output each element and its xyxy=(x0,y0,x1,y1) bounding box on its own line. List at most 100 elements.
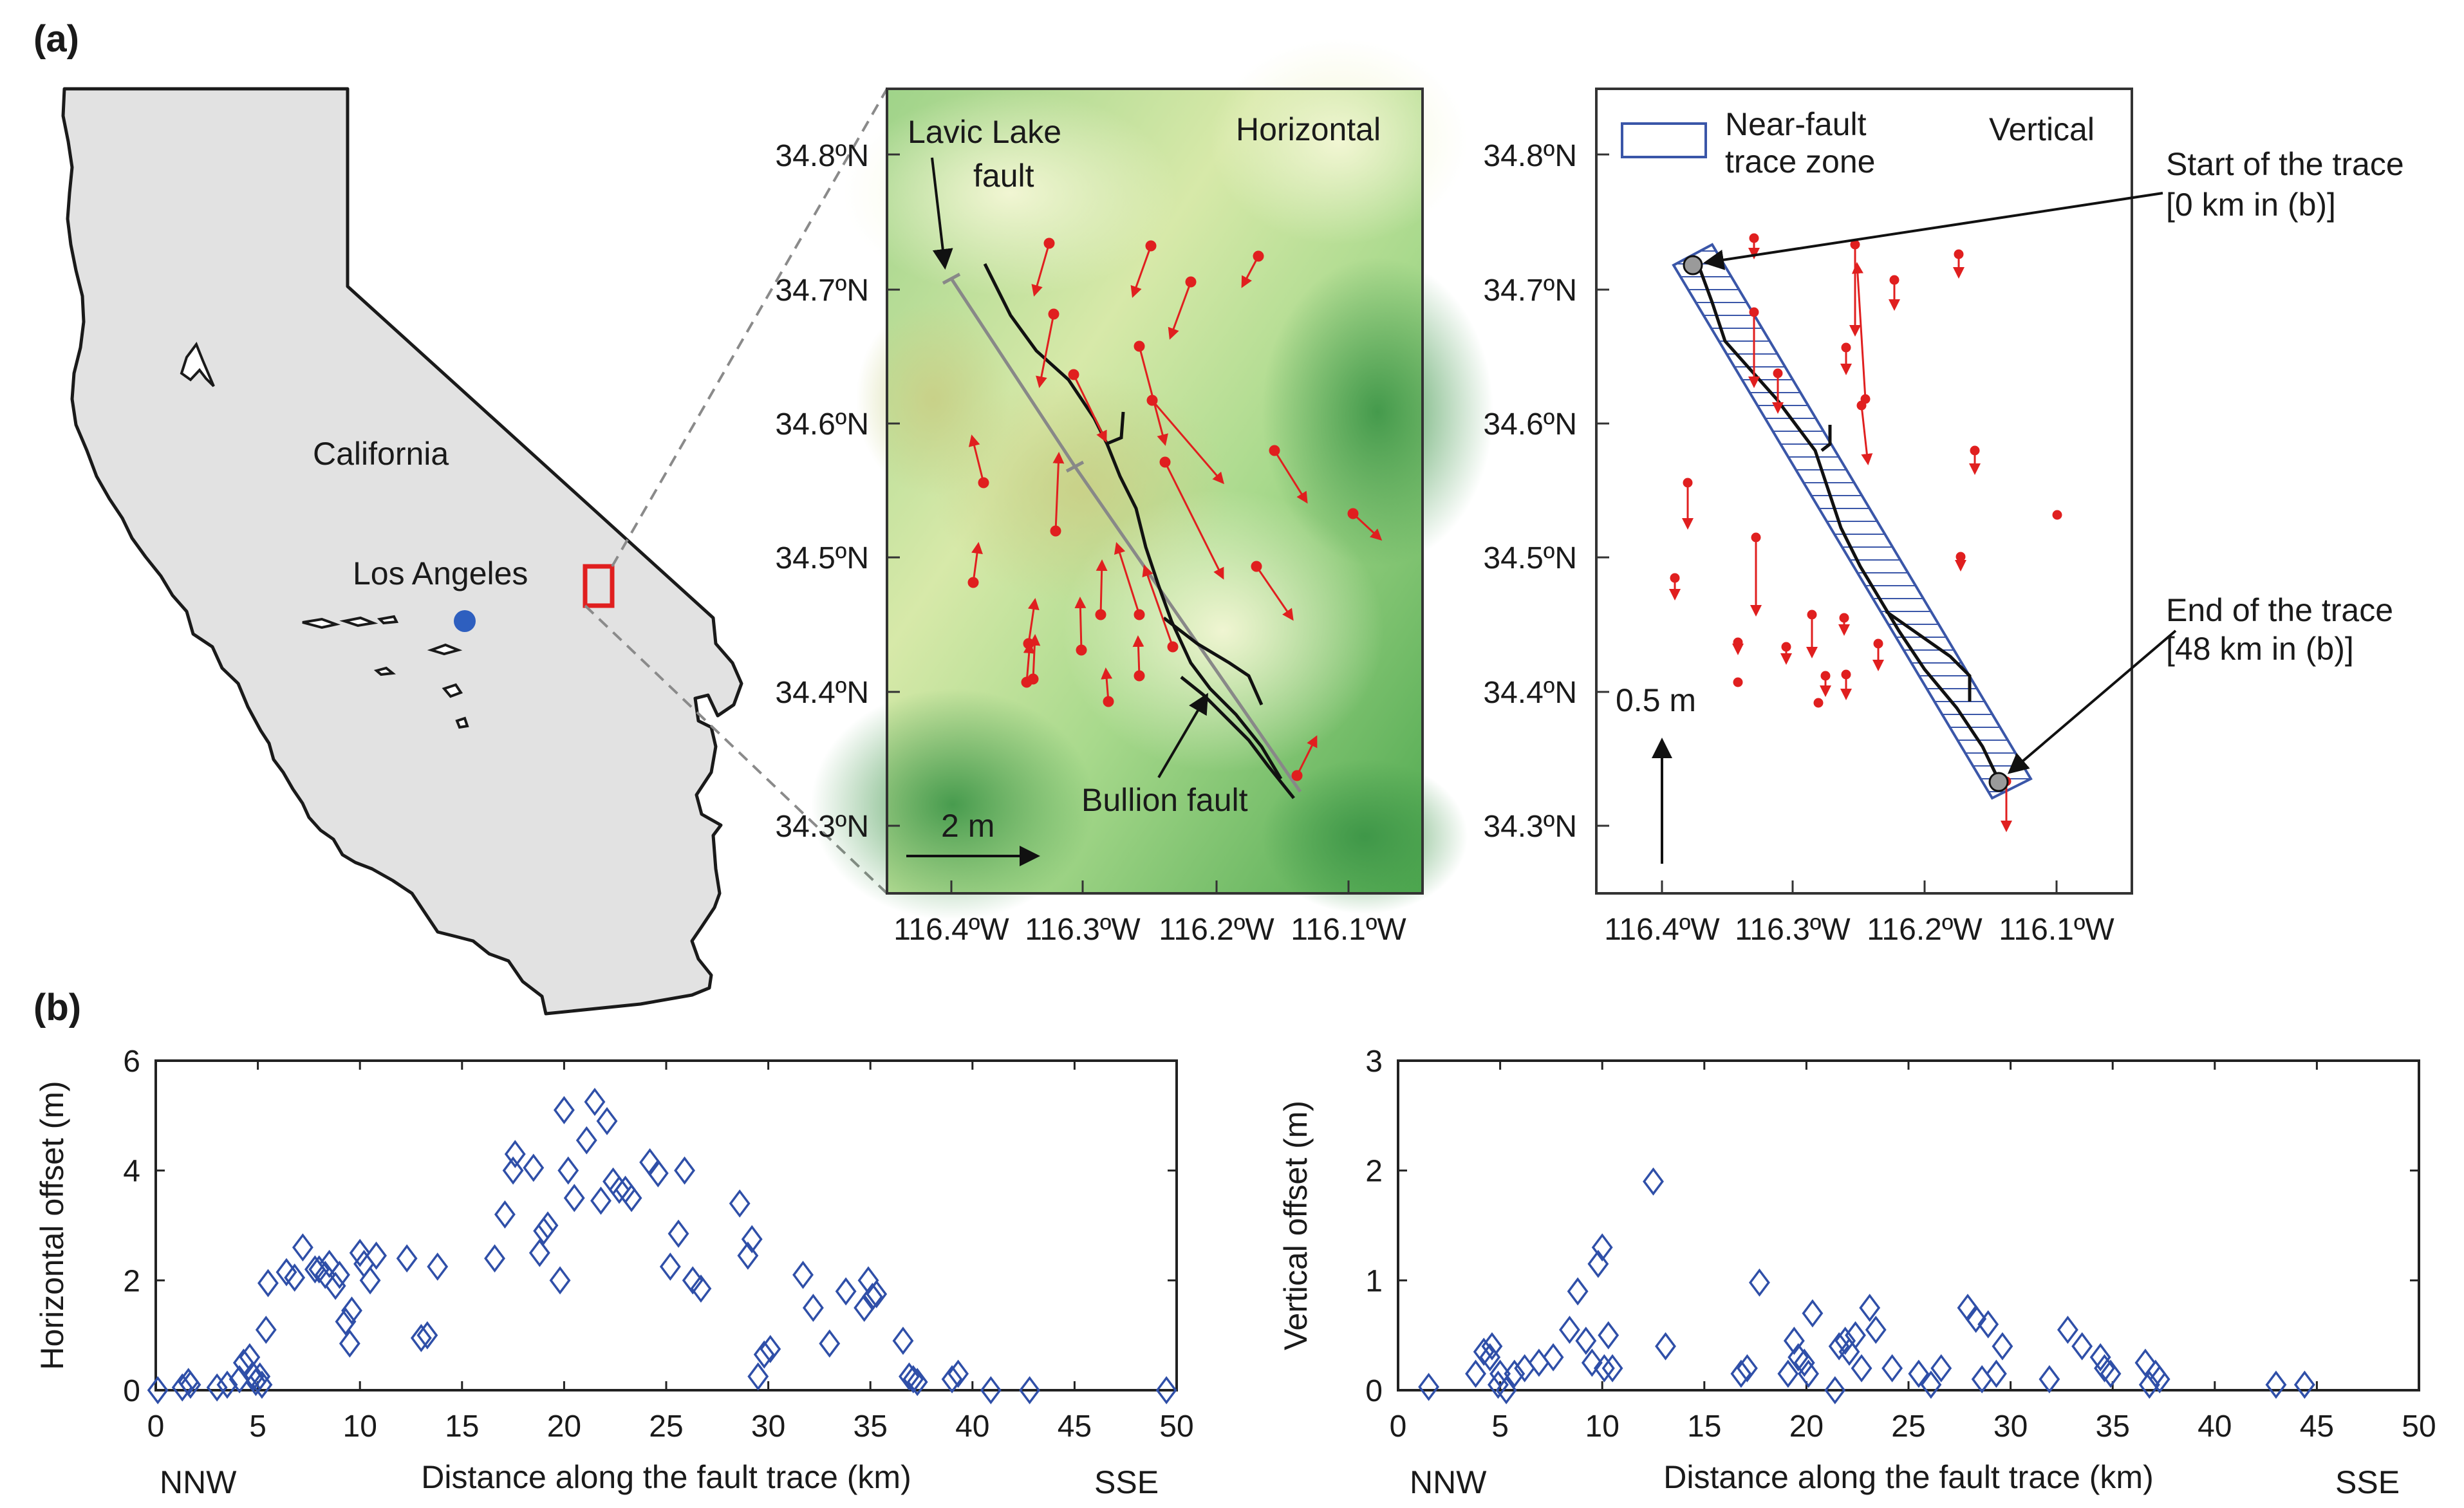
lat-tick-label: 34.7ºN xyxy=(775,274,869,308)
vertical-map: Vertical Near-fault trace zone xyxy=(1483,88,2404,947)
plot-frame xyxy=(154,1059,1178,1392)
x-axis-label: Distance along the fault trace (km) xyxy=(1663,1459,2153,1495)
data-point xyxy=(553,1095,575,1124)
data-point xyxy=(2138,1370,2160,1399)
data-point xyxy=(329,1260,350,1289)
data-point xyxy=(1845,1321,1866,1350)
x-tick-label: 10 xyxy=(1585,1410,1619,1444)
data-point xyxy=(1965,1305,1987,1333)
terrain-highland xyxy=(1062,489,1384,772)
lon-tick-label: 116.3ºW xyxy=(1735,913,1851,947)
study-area-box xyxy=(583,564,615,608)
lat-tick-label: 34.4ºN xyxy=(1483,676,1577,710)
data-point xyxy=(427,1252,449,1281)
data-point xyxy=(396,1244,418,1273)
data-point xyxy=(1798,1359,1820,1388)
data-point xyxy=(1881,1354,1903,1382)
data-point xyxy=(1481,1332,1503,1361)
panel-b-label: (b) xyxy=(33,987,81,1029)
displacement-vector xyxy=(1095,559,1108,620)
data-point xyxy=(494,1200,516,1229)
x-tick-label: 20 xyxy=(1789,1410,1824,1444)
data-point xyxy=(502,1156,524,1185)
terrain-lowland xyxy=(811,689,1094,920)
terrain-highland xyxy=(856,303,1011,496)
x-tick-label: 25 xyxy=(1891,1410,1925,1444)
horizontal-displacement-vectors xyxy=(967,237,1383,781)
horizontal-lat-ticks: 34.8ºN 34.7ºN 34.6ºN 34.5ºN 34.4ºN 34.3º… xyxy=(775,139,869,844)
displacement-vector xyxy=(1074,597,1087,656)
data-point xyxy=(621,1184,642,1213)
data-point xyxy=(308,1255,330,1284)
legend-swatch xyxy=(1621,122,1707,158)
y-tick-label: 2 xyxy=(1365,1155,1383,1189)
vertical-lat-ticks: 34.8ºN 34.7ºN 34.6ºN 34.5ºN 34.4ºN 34.3º… xyxy=(1483,139,1577,844)
start-pointer xyxy=(1703,192,2163,270)
displacement-vector xyxy=(1130,240,1157,298)
data-point xyxy=(947,1359,969,1388)
displacement-vector xyxy=(1732,637,1744,655)
plot-frame xyxy=(1397,1059,2420,1392)
data-point xyxy=(2265,1370,2287,1399)
vertical-offset-chart: 0 5 10 15 20 25 30 35 40 45 50 0 1 2 3 Distance along t… xyxy=(1278,1045,2436,1495)
reference-trace-tick xyxy=(1065,460,1085,473)
x-tick-label: 20 xyxy=(547,1410,581,1444)
bullion-fault-trace xyxy=(1162,617,1264,706)
data-point xyxy=(729,1189,751,1218)
data-point xyxy=(557,1156,579,1185)
data-point xyxy=(171,1373,193,1402)
x-tick-label: 5 xyxy=(1491,1410,1509,1444)
data-point xyxy=(1567,1277,1589,1306)
data-point xyxy=(206,1373,228,1402)
data-point xyxy=(941,1365,963,1393)
nnw-label-right: NNW xyxy=(1410,1464,1487,1500)
data-point xyxy=(245,1368,266,1397)
data-point xyxy=(596,1106,618,1135)
data-point xyxy=(1787,1343,1809,1372)
data-point xyxy=(741,1225,763,1254)
data-point xyxy=(1930,1354,1952,1382)
data-point xyxy=(1828,1332,1850,1361)
displacement-vector xyxy=(1969,445,1981,475)
displacement-vector xyxy=(1872,638,1884,671)
data-point xyxy=(1824,1376,1846,1404)
lon-tick-label: 116.2ºW xyxy=(1867,913,1983,947)
los-angeles-label: Los Angeles xyxy=(353,555,528,591)
x-tick-label: 35 xyxy=(2096,1410,2130,1444)
x-tick-label: 50 xyxy=(1159,1410,1193,1444)
california-label: California xyxy=(313,436,449,472)
vertical-map-frame xyxy=(1595,88,2133,895)
lat-tick-label: 34.7ºN xyxy=(1483,274,1577,308)
data-point xyxy=(410,1324,432,1352)
displacement-vector xyxy=(1682,478,1694,530)
data-point xyxy=(528,1238,550,1267)
lat-tick-label: 34.3ºN xyxy=(775,810,869,844)
legend-label-2: trace zone xyxy=(1725,144,1875,180)
data-point xyxy=(1418,1372,1440,1401)
data-point xyxy=(1591,1233,1613,1262)
vertical-lon-ticks: 116.4ºW 116.3ºW 116.2ºW 116.1ºW xyxy=(1604,913,2114,947)
terrain-lowland xyxy=(1262,759,1468,914)
bullion-fault-pointer xyxy=(1157,693,1209,779)
data-point xyxy=(484,1244,505,1273)
displacement-vector xyxy=(1114,542,1145,620)
data-point xyxy=(1601,1354,1623,1382)
displacement-vector xyxy=(1031,237,1055,297)
x-tick-label: 40 xyxy=(2198,1410,2232,1444)
data-point xyxy=(349,1238,371,1267)
x-tick-label: 45 xyxy=(1058,1410,1092,1444)
end-label-2: [48 km in (b)] xyxy=(2166,631,2354,667)
data-point xyxy=(1920,1370,1942,1399)
lat-tick-label: 34.8ºN xyxy=(1483,139,1577,173)
x-tick-label: 30 xyxy=(1993,1410,2028,1444)
zoom-line-top xyxy=(611,88,888,567)
lat-tick-label: 34.5ºN xyxy=(1483,541,1577,575)
data-point xyxy=(504,1140,526,1168)
data-point xyxy=(866,1280,888,1308)
data-point xyxy=(602,1167,624,1196)
data-point xyxy=(314,1260,336,1289)
lon-tick-label: 116.1ºW xyxy=(1291,913,1406,947)
trace-start-marker xyxy=(1683,255,1703,275)
x-tick-label: 15 xyxy=(1687,1410,1721,1444)
